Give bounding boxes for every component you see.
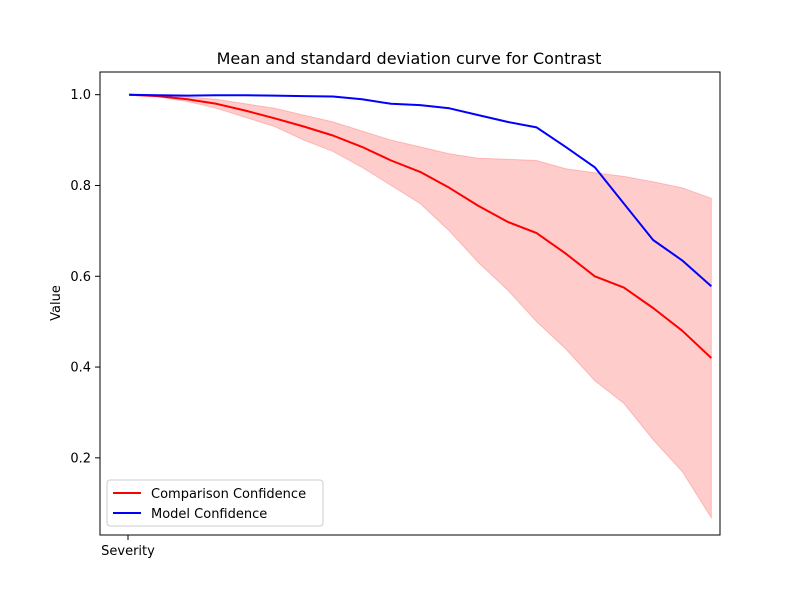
y-tick-label: 0.4 — [70, 361, 91, 376]
plot-frame — [99, 71, 721, 536]
y-axis-label: Value — [49, 285, 64, 321]
comparison-confidence-line — [129, 93, 712, 359]
legend-label-comparison: Comparison Confidence — [151, 487, 306, 502]
legend: Comparison Confidence Model Confidence — [106, 479, 324, 527]
x-tick-label: Severity — [101, 544, 155, 559]
y-tick-label: 0.6 — [70, 270, 91, 285]
chart-title: Mean and standard deviation curve for Co… — [217, 49, 602, 68]
model-confidence-line — [129, 93, 712, 288]
y-axis-ticks: 0.2 0.4 0.6 0.8 1.0 — [70, 88, 100, 466]
y-tick-label: 0.2 — [70, 451, 91, 466]
y-tick-label: 1.0 — [70, 88, 91, 103]
legend-label-model: Model Confidence — [151, 507, 267, 522]
y-tick-label: 0.8 — [70, 179, 91, 194]
plot-area — [129, 93, 712, 520]
legend-box — [106, 479, 324, 527]
x-axis-ticks: Severity — [101, 535, 155, 559]
